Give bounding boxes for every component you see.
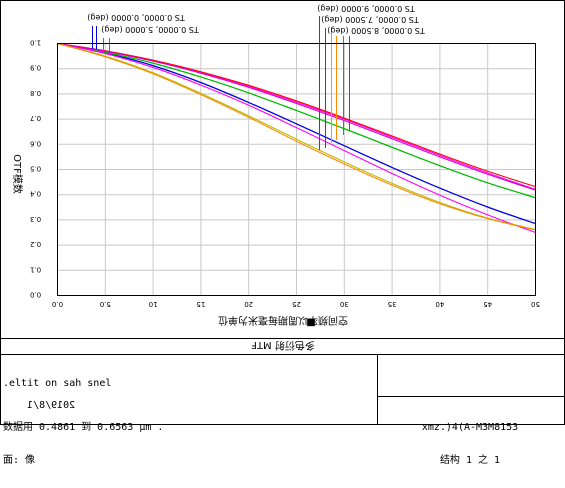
mtf-report: 0.0 5.0 10 15 20 25 30 35 40 45 50 0.0 0.1 0.2 0.3 0.4… [0,0,565,466]
info-line: 面: 像 [3,455,36,466]
y-tick-label: 0.1 [30,265,41,273]
x-tick-label: 40 [435,300,444,308]
x-axis-label: 空间频率以周期每毫米为单位 [218,314,348,327]
y-tick-label: 0.2 [30,240,41,248]
mtf-chart: 0.0 5.0 10 15 20 25 30 35 40 45 50 0.0 0.1 0.2 0.3 0.4… [0,0,565,425]
y-tick-label: 0.9 [30,64,41,72]
series-line-5 [57,42,536,234]
series-line-8 [57,42,536,231]
grid [57,43,536,296]
legend-entry-1: TS 0.0000, 5.0000 (deg) [101,25,199,34]
series-line-9 [57,42,536,231]
y-tick-label: 0.7 [30,114,41,122]
y-tick-label: 0.5 [30,165,41,173]
file-line: xmz.)4(A-M3M8153 [421,422,519,433]
y-tick-label: 0.6 [29,139,41,147]
y-tick-labels: 0.0 0.1 0.2 0.3 0.4 0.5 0.6 0.7 0.8 0.9 1.0 [29,39,41,299]
info-panel: .eltit on sah snel 2019/8/1 数据用 0.4861 到… [3,356,373,488]
y-tick-label: 0.8 [30,89,41,97]
x-axis-label-icon: ■ [306,317,315,328]
y-tick-label: 0.0 [30,291,41,299]
x-tick-label: 20 [244,300,253,308]
legend-entry-4: TS 0.0000, 8.5000 (deg) [327,26,425,35]
y-tick-label: 1.0 [30,39,41,47]
series-line-7 [57,42,536,191]
panel-title: 多色衍射 MTF [251,339,315,352]
info-line: 2019/8/1 [27,400,76,411]
x-tick-label: 45 [483,300,492,308]
legend-markers [92,16,350,150]
plot-border [57,43,536,296]
legend-entry-3: TS 0.0000, 7.5000 (deg) [321,15,419,24]
x-tick-label: 10 [149,300,158,308]
info-line: .eltit on sah snel [3,378,112,389]
series-line-1 [57,42,536,225]
y-axis-label: OTF模数 [11,154,24,194]
info-line: 数据用 0.4861 到 0.6563 μm . [3,422,164,433]
x-tick-label: 25 [292,300,301,308]
file-panel: xmz.)4(A-M3M8153 结构 1 之 1 [380,400,560,488]
x-tick-label: 15 [196,300,205,308]
x-tick-label: 35 [388,300,397,308]
series-line-6 [57,42,536,188]
y-tick-label: 0.3 [30,215,41,223]
legend: TS 0.0000, 0.0000 (deg) TS 0.0000, 5.0000… [87,4,425,35]
legend-entry-0: TS 0.0000, 0.0000 (deg) [87,13,185,22]
legend-entry-2: TS 0.0000, 9.0000 (deg) [317,4,415,13]
x-tick-label: 50 [531,300,540,308]
x-tick-label: 5.0 [100,300,111,308]
x-tick-labels: 0.0 5.0 10 15 20 25 30 35 40 45 50 [52,300,540,308]
y-tick-label: 0.4 [29,190,41,198]
series-line-3 [57,42,536,199]
series-layer [57,42,536,234]
x-tick-label: 30 [340,300,349,308]
file-line: 结构 1 之 1 [439,455,501,466]
x-tick-label: 0.0 [52,300,63,308]
